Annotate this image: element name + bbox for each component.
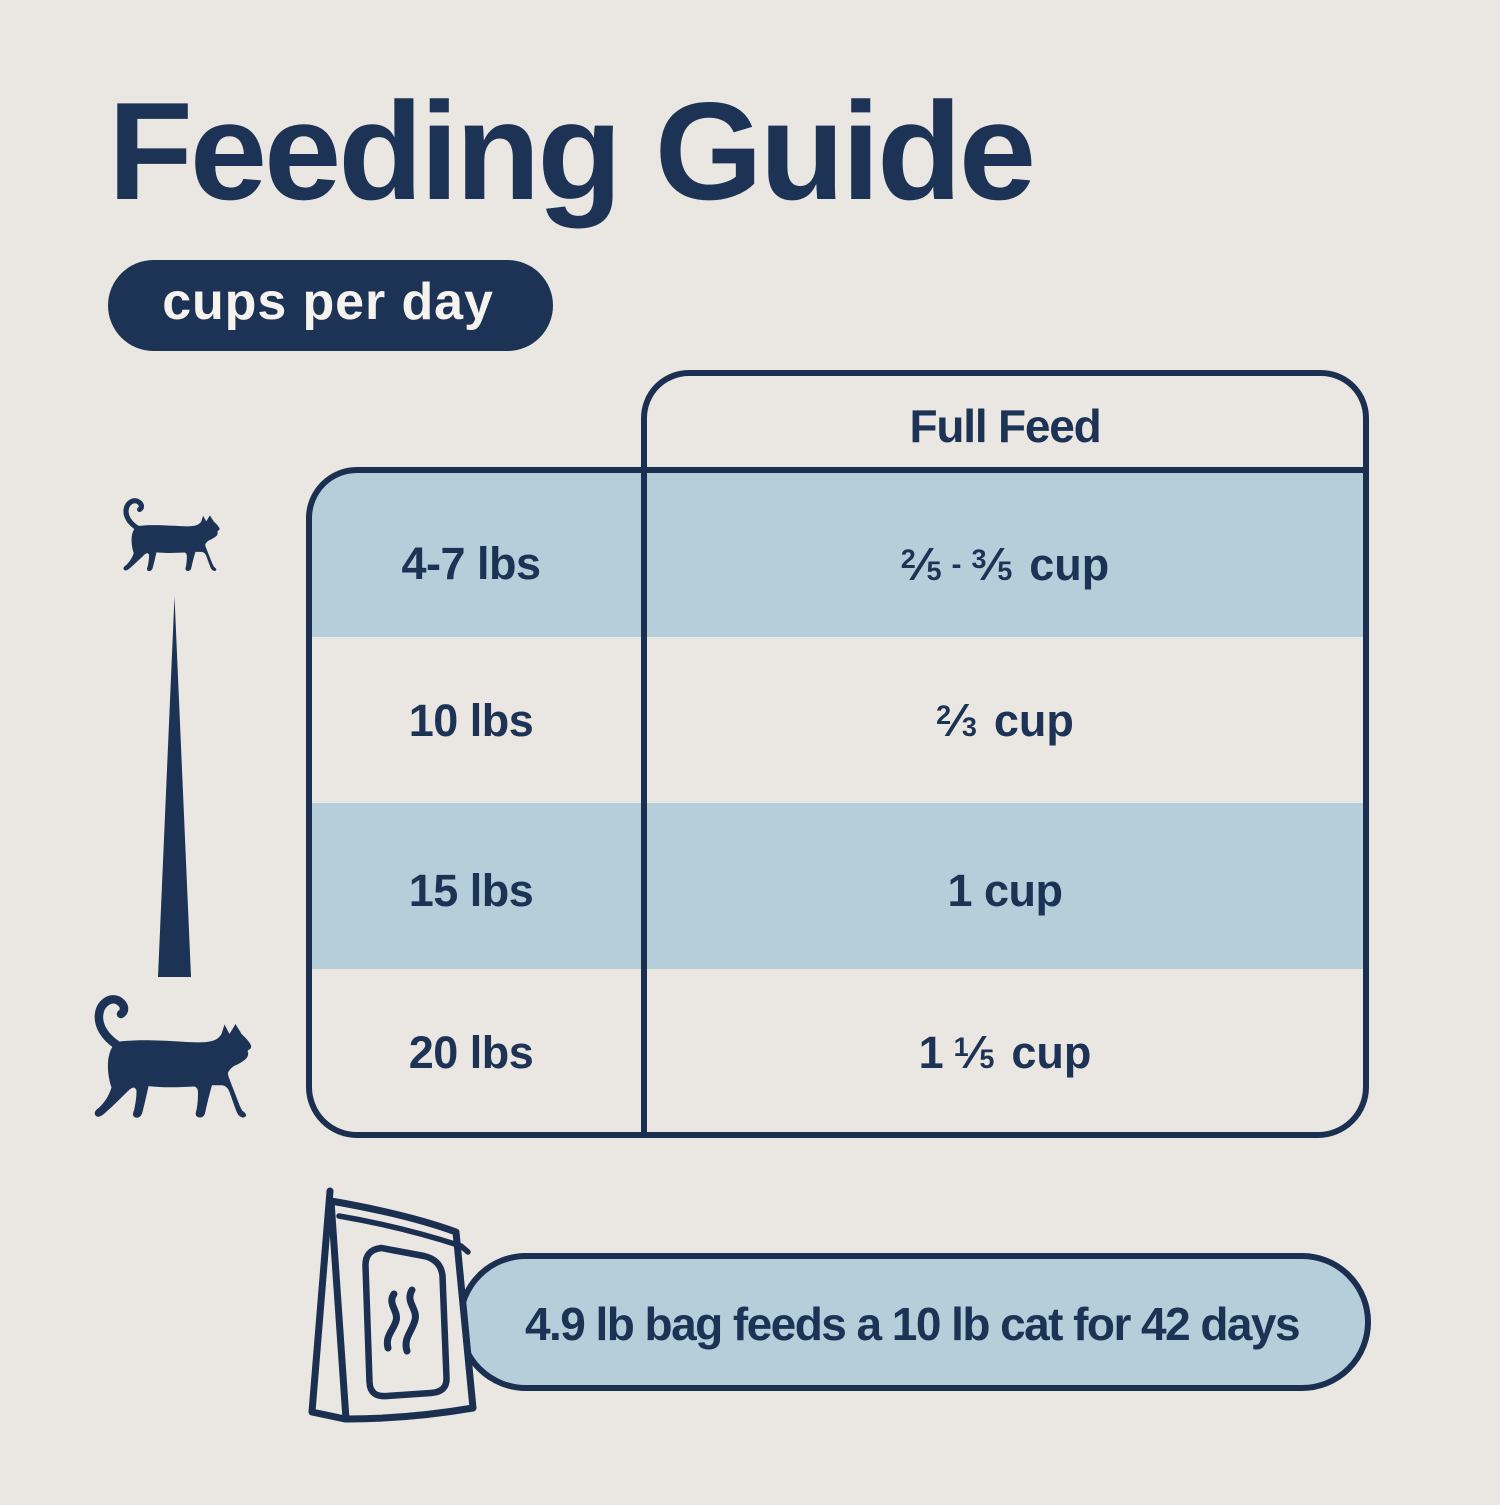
svg-text:20 lbs: 20 lbs (409, 1027, 534, 1078)
svg-text:4-7 lbs: 4-7 lbs (401, 538, 540, 589)
svg-text:4.9 lb bag feeds a 10 lb cat f: 4.9 lb bag feeds a 10 lb cat for 42 days (525, 1298, 1299, 1350)
svg-text:Full Feed: Full Feed (909, 400, 1100, 452)
svg-text:1 cup: 1 cup (947, 865, 1062, 916)
svg-text:Feeding Guide: Feeding Guide (108, 74, 1033, 229)
svg-text:cups per day: cups per day (162, 273, 494, 331)
svg-text:15 lbs: 15 lbs (409, 865, 534, 916)
svg-text:10 lbs: 10 lbs (409, 695, 534, 746)
